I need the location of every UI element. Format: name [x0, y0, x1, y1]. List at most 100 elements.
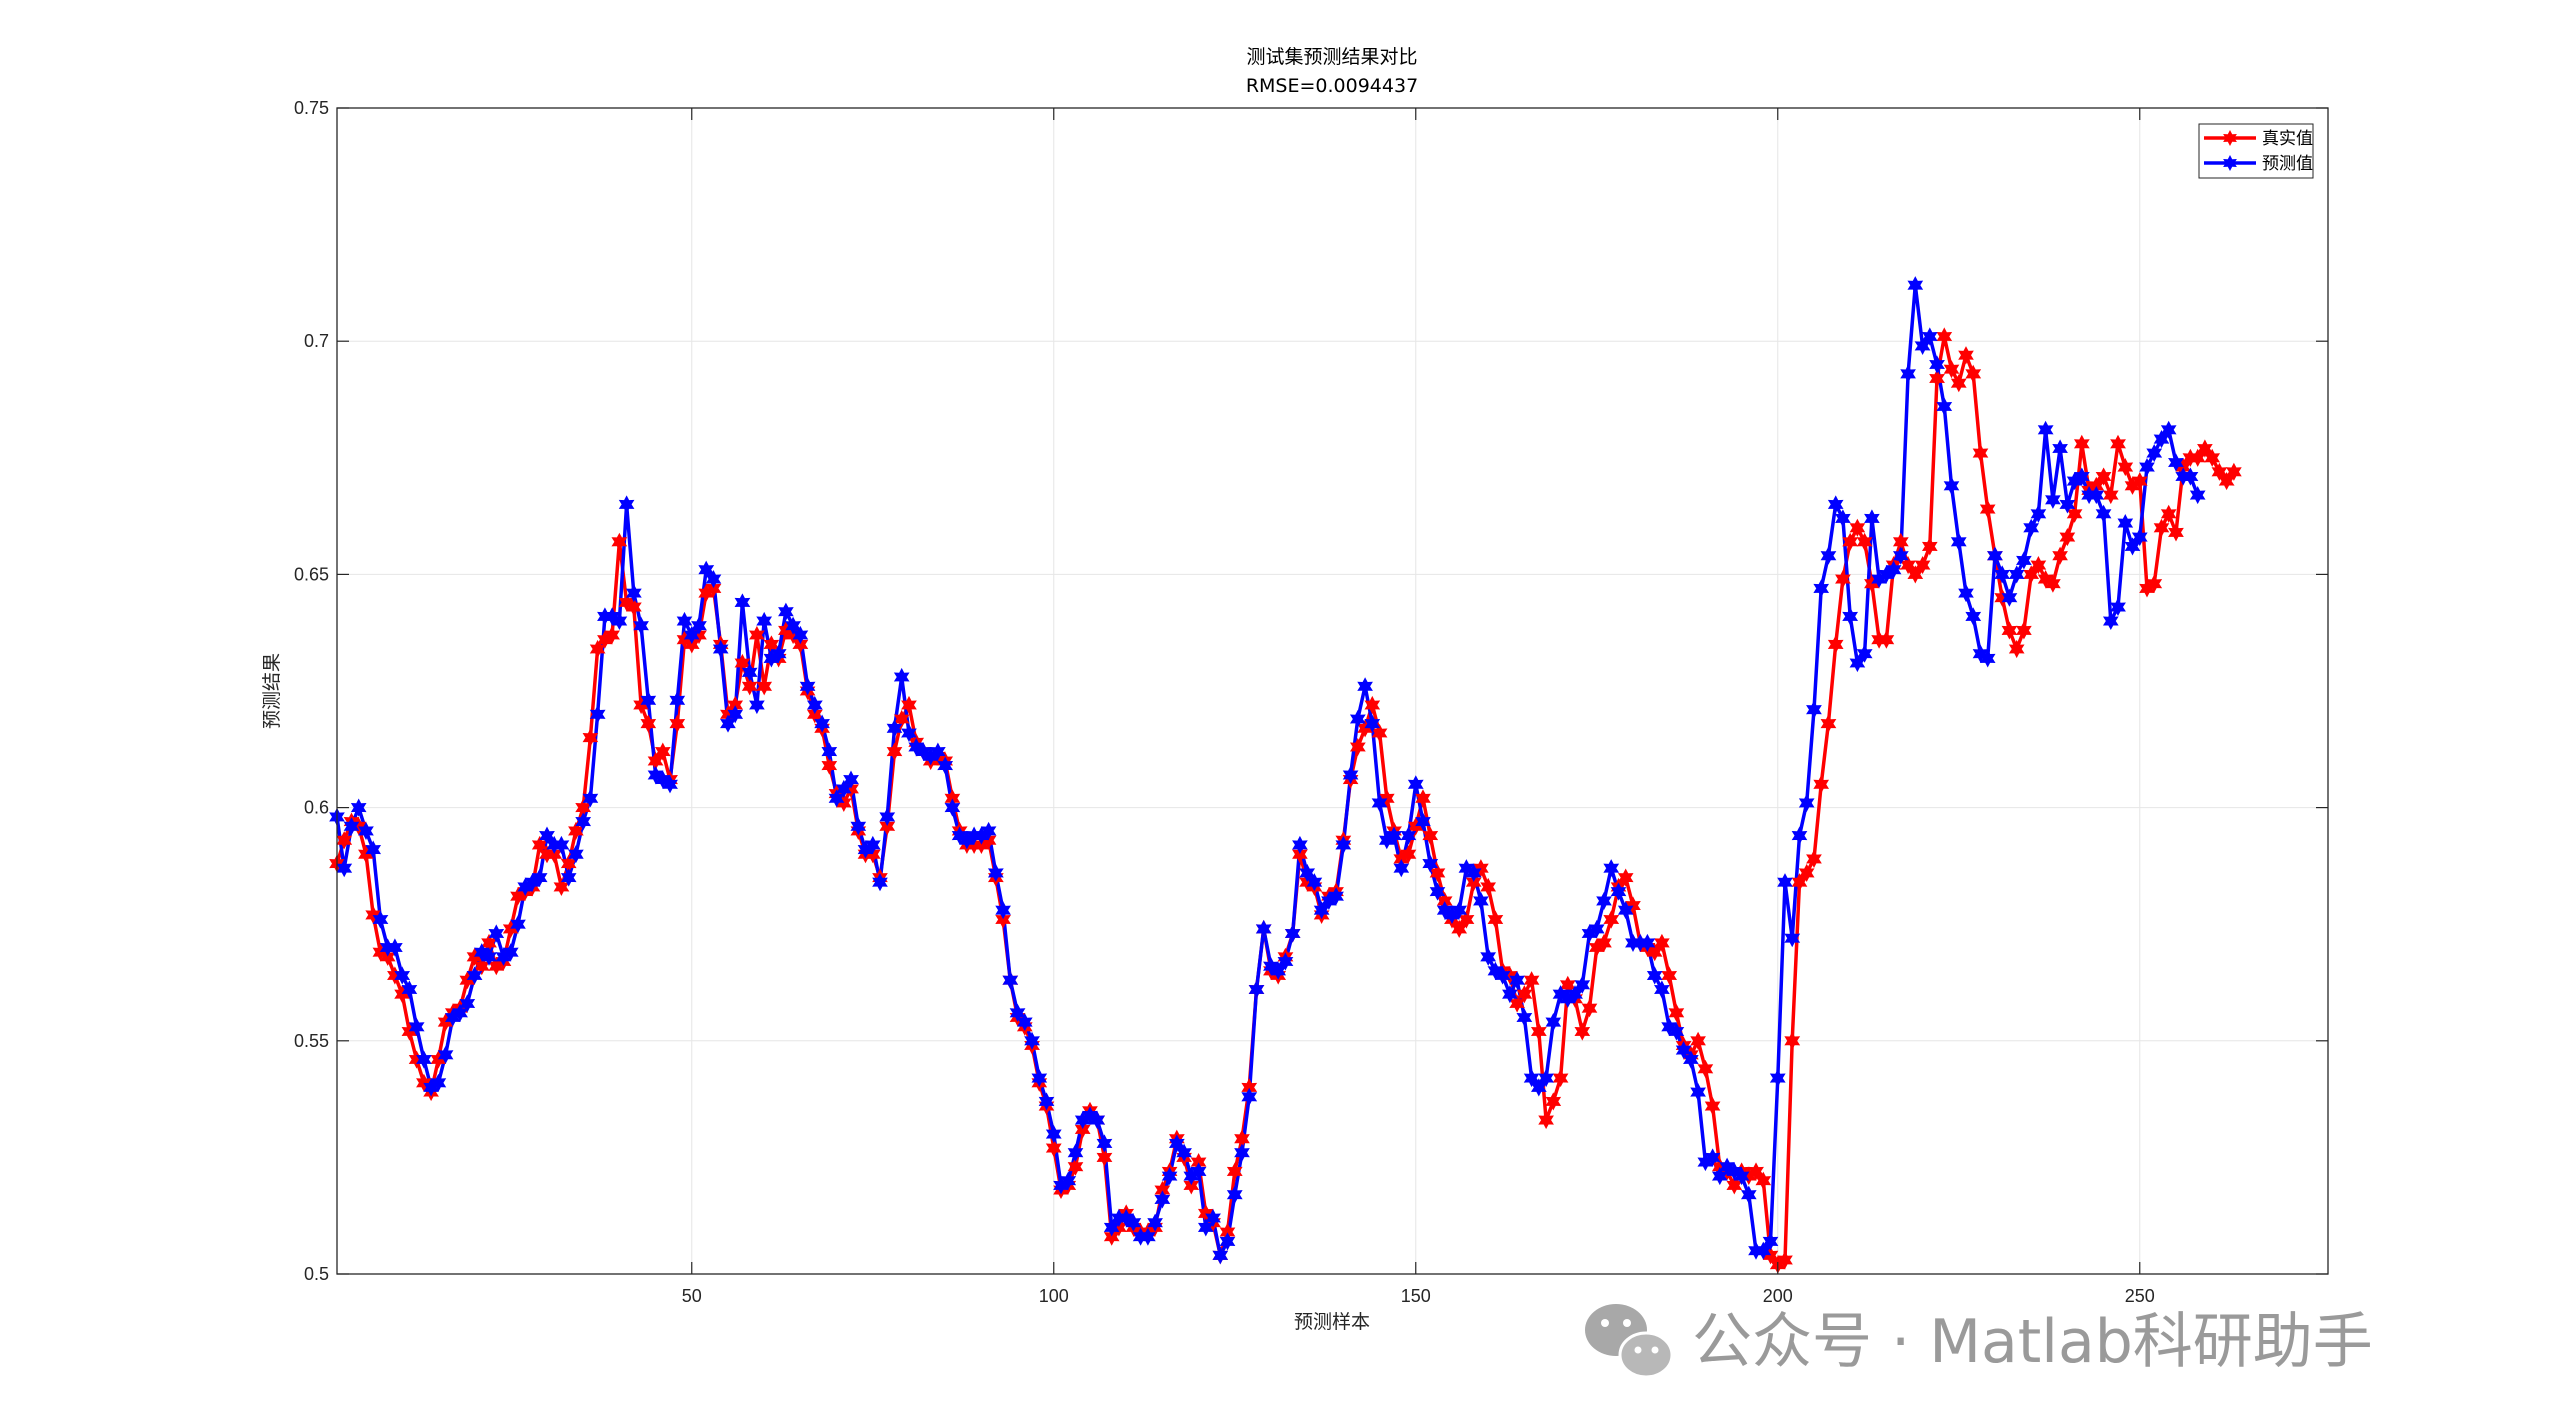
data-point — [416, 1073, 432, 1092]
data-point — [1835, 570, 1851, 589]
data-point — [872, 873, 888, 892]
data-point — [1892, 546, 1909, 565]
data-point — [778, 602, 794, 621]
data-point — [1407, 775, 1424, 794]
data-point — [2139, 458, 2155, 477]
data-point — [749, 625, 765, 645]
data-point — [799, 677, 816, 696]
data-point — [350, 798, 367, 817]
data-point — [1929, 355, 1945, 374]
data-point — [1668, 1022, 1685, 1041]
data-point — [937, 756, 954, 775]
y-tick-label: 0.75 — [294, 98, 329, 118]
data-point — [1386, 826, 1402, 845]
data-point — [1016, 1013, 1033, 1032]
data-point — [1277, 952, 1294, 971]
data-point — [1987, 546, 2003, 565]
data-point — [2073, 467, 2090, 486]
data-point — [387, 938, 403, 957]
x-tick-label: 150 — [1401, 1286, 1431, 1306]
data-point — [459, 994, 476, 1013]
y-axis-label: 预测结果 — [261, 653, 283, 729]
data-point — [1907, 276, 1924, 295]
legend-label-true: 真实值 — [2262, 129, 2313, 149]
data-point — [1943, 360, 1960, 379]
data-point — [372, 910, 389, 929]
data-point — [821, 756, 838, 775]
data-point — [1371, 793, 1388, 812]
watermark-text: 公众号 · Matlab科研助手 — [1692, 1307, 2373, 1377]
data-point — [1364, 695, 1381, 715]
data-point — [1400, 845, 1417, 864]
data-point — [1950, 374, 1967, 393]
data-point — [705, 570, 722, 589]
data-point — [473, 943, 490, 962]
data-point — [611, 611, 628, 631]
data-point — [1958, 584, 1974, 603]
data-point — [792, 625, 809, 645]
data-point — [785, 616, 801, 635]
x-tick-label: 200 — [1763, 1286, 1793, 1306]
data-point — [1082, 1106, 1098, 1125]
data-point — [1856, 644, 1873, 663]
data-point — [2016, 621, 2032, 640]
data-point — [1950, 532, 1967, 551]
data-point — [1038, 1092, 1055, 1111]
data-point — [727, 705, 744, 724]
data-point — [1538, 1111, 1554, 1130]
data-point — [1357, 677, 1373, 696]
data-point — [1979, 649, 1996, 668]
data-point — [879, 807, 896, 826]
data-point — [1813, 579, 1830, 598]
data-point — [1574, 975, 1591, 994]
data-point — [1929, 369, 1945, 388]
data-point — [1617, 901, 1634, 920]
data-point — [2189, 486, 2206, 505]
data-point — [1393, 859, 1410, 878]
data-point — [1733, 1167, 1750, 1186]
data-point — [669, 691, 686, 710]
data-point — [2226, 462, 2242, 481]
data-point — [618, 495, 635, 514]
data-point — [1827, 495, 1844, 514]
x-axis-label: 预测样本 — [1294, 1311, 1370, 1333]
data-point — [1914, 556, 1931, 575]
data-point — [1125, 1213, 1142, 1232]
data-point — [893, 667, 910, 687]
data-point — [879, 817, 896, 836]
data-point — [510, 915, 526, 934]
data-point — [1516, 985, 1533, 1004]
y-tick-label: 0.7 — [304, 331, 329, 351]
data-point — [604, 607, 620, 626]
data-point — [1965, 607, 1982, 626]
x-tick-label: 250 — [2125, 1286, 2155, 1306]
data-point — [1791, 826, 1808, 845]
data-point — [1378, 789, 1395, 808]
data-point — [1299, 863, 1316, 882]
data-point — [1588, 919, 1605, 938]
data-point — [647, 765, 664, 785]
data-point — [1885, 560, 1902, 579]
data-point — [1806, 700, 1822, 719]
data-point — [1697, 1059, 1714, 1078]
data-point — [1248, 980, 1265, 999]
data-point — [2153, 518, 2170, 537]
data-point — [1646, 966, 1663, 985]
data-point — [654, 770, 671, 789]
data-point — [1864, 509, 1880, 528]
data-point — [408, 1017, 425, 1036]
data-point — [1639, 933, 1656, 952]
data-point — [1574, 1022, 1591, 1041]
data-point — [749, 695, 765, 715]
data-point — [2030, 556, 2047, 575]
wechat-icon — [1585, 1304, 1674, 1379]
data-point — [951, 826, 968, 845]
data-point — [980, 821, 997, 840]
data-point — [1842, 532, 1859, 551]
data-point — [1603, 910, 1620, 929]
data-point — [1451, 901, 1468, 920]
legend-box — [2198, 123, 2314, 179]
data-point — [843, 770, 859, 789]
data-point — [944, 798, 961, 817]
